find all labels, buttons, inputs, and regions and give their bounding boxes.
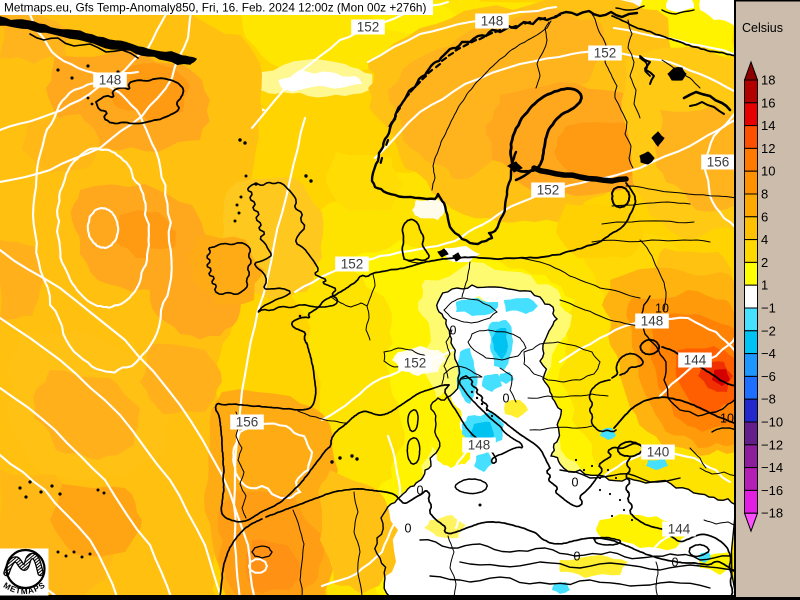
- svg-text:0: 0: [574, 550, 581, 564]
- svg-text:4: 4: [761, 232, 768, 247]
- svg-text:140: 140: [647, 445, 670, 460]
- svg-text:152: 152: [357, 20, 380, 35]
- svg-text:0: 0: [503, 392, 510, 406]
- svg-text:152: 152: [537, 183, 560, 198]
- svg-text:−12: −12: [761, 437, 783, 452]
- svg-text:152: 152: [341, 257, 364, 272]
- svg-text:18: 18: [761, 73, 775, 88]
- svg-text:144: 144: [668, 522, 691, 537]
- svg-text:144: 144: [684, 353, 707, 368]
- svg-text:1: 1: [761, 278, 768, 293]
- svg-text:2: 2: [761, 255, 768, 270]
- svg-text:156: 156: [707, 155, 730, 170]
- svg-text:148: 148: [641, 314, 664, 329]
- svg-text:−1: −1: [761, 301, 776, 316]
- svg-text:−8: −8: [761, 392, 776, 407]
- svg-text:−10: −10: [761, 415, 783, 430]
- svg-text:152: 152: [404, 356, 427, 371]
- svg-text:Metmaps.eu, Gfs Temp-Anomaly85: Metmaps.eu, Gfs Temp-Anomaly850, Fri, 16…: [4, 1, 426, 15]
- svg-text:14: 14: [761, 118, 775, 133]
- svg-text:0: 0: [572, 476, 579, 490]
- svg-text:−14: −14: [761, 460, 783, 475]
- svg-text:16: 16: [761, 95, 775, 110]
- svg-text:−18: −18: [761, 506, 783, 521]
- svg-text:0: 0: [405, 522, 412, 536]
- svg-text:−2: −2: [761, 323, 776, 338]
- svg-text:0: 0: [450, 324, 457, 338]
- svg-text:148: 148: [481, 14, 504, 29]
- svg-text:−6: −6: [761, 369, 776, 384]
- svg-text:0: 0: [672, 556, 679, 570]
- svg-text:−16: −16: [761, 483, 783, 498]
- svg-text:156: 156: [236, 415, 259, 430]
- svg-text:0: 0: [417, 484, 424, 498]
- svg-text:−4: −4: [761, 346, 776, 361]
- svg-text:12: 12: [761, 141, 775, 156]
- svg-text:148: 148: [468, 438, 491, 453]
- svg-text:Celsius: Celsius: [742, 21, 783, 35]
- svg-text:8: 8: [761, 187, 768, 202]
- svg-text:152: 152: [594, 46, 617, 61]
- svg-text:10: 10: [720, 412, 734, 426]
- svg-text:10: 10: [655, 302, 669, 316]
- svg-text:10: 10: [761, 164, 775, 179]
- svg-text:6: 6: [761, 209, 768, 224]
- svg-text:148: 148: [99, 73, 122, 88]
